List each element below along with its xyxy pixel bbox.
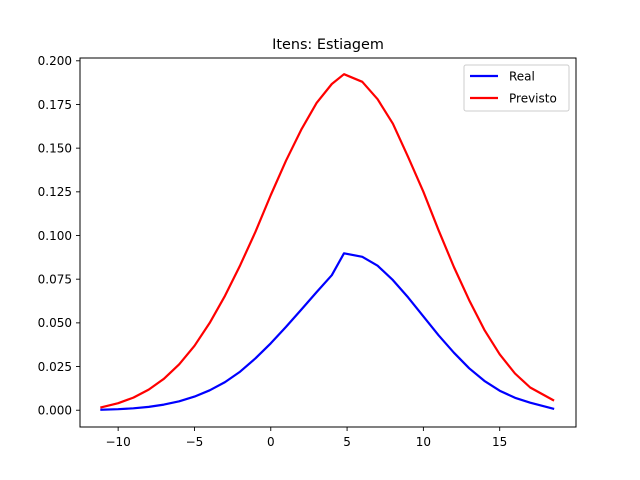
y-tick-label: 0.000 [38,404,72,418]
y-tick-label: 0.125 [38,185,72,199]
series-layer [100,73,555,411]
y-tick-label: 0.100 [38,229,72,243]
x-tick-label: −5 [186,435,204,449]
legend-label: Real [509,69,535,83]
y-tick-label: 0.025 [38,360,72,374]
y-tick-label: 0.075 [38,272,72,286]
x-axis: −10 −5 0 5 10 15 [105,427,507,449]
y-tick-label: 0.150 [38,141,72,155]
x-tick-label: 0 [267,435,275,449]
plot-frame [79,57,577,428]
y-axis: 0.000 0.025 0.050 0.075 0.100 0.125 0.150 0.175… [38,54,80,418]
x-tick-label: 15 [492,435,507,449]
legend-label: Previsto [509,91,557,105]
chart-title: Itens: Estiagem [272,37,384,53]
series-line-1 [100,252,555,411]
legend: Real Previsto [463,64,570,112]
y-tick-label: 0.200 [38,54,72,68]
y-tick-label: 0.050 [38,316,72,330]
y-tick-label: 0.175 [38,98,72,112]
x-tick-label: 10 [416,435,431,449]
x-tick-label: 5 [343,435,351,449]
series-line-2 [100,73,555,409]
x-tick-label: −10 [105,435,130,449]
